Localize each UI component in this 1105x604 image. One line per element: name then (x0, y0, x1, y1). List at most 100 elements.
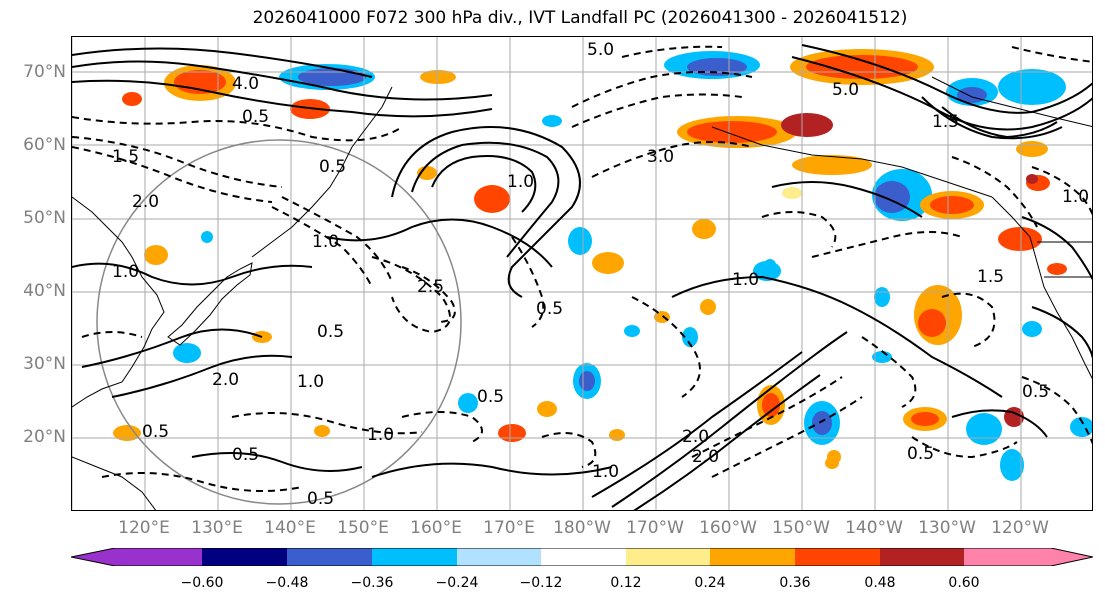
solid-contours (72, 44, 1092, 510)
colorbar (71, 548, 1093, 566)
contour-dashed (72, 116, 403, 142)
contour-solid (951, 409, 1048, 438)
contour-label: 1.0 (507, 172, 534, 192)
contour-label: 2.0 (132, 192, 159, 212)
div-shade (122, 92, 142, 106)
div-shade (420, 70, 456, 84)
coastline-asia (72, 196, 165, 408)
contour-dashed (631, 296, 701, 398)
div-shade (812, 411, 832, 435)
div-shade (609, 429, 625, 441)
lat-label-60n: 60°N (23, 135, 66, 155)
contour-labels: 5.0 4.0 0.5 1.5 2.0 1.0 0.5 1.0 0.5 1.0 … (112, 40, 1089, 509)
contour-solid (72, 262, 313, 286)
dashed-contours (72, 45, 1092, 492)
div-shade (1022, 321, 1042, 337)
div-shade (700, 299, 716, 315)
lon-label-150w: 150°W (772, 518, 830, 538)
contour-label: 1.0 (297, 372, 324, 392)
div-shade (654, 311, 670, 323)
lon-label-180w: 180°W (553, 518, 611, 538)
contour-solid (111, 354, 293, 398)
div-shade (579, 371, 595, 391)
contour-solid (591, 351, 803, 498)
div-shade (792, 155, 872, 175)
div-shade (998, 69, 1066, 105)
contour-label: 1.0 (112, 262, 139, 282)
contour-label: 0.5 (242, 107, 269, 127)
contour-solid (72, 60, 493, 101)
colorbar-tick-label: 0.36 (779, 575, 811, 591)
coastline-arctic (931, 76, 1092, 128)
contour-label: 0.5 (142, 422, 169, 442)
contour-solid (371, 462, 613, 478)
contour-dashed (511, 236, 545, 328)
contour-label: 1.0 (1062, 187, 1089, 207)
contour-solid (191, 452, 363, 472)
lon-label-140w: 140°W (845, 518, 903, 538)
contour-label: 1.5 (932, 112, 959, 132)
contour-dashed (1031, 166, 1092, 217)
contour-solid (81, 328, 263, 368)
colorbar-extend-low (71, 548, 202, 566)
contour-solid (1031, 306, 1092, 359)
div-shade (687, 121, 777, 143)
contour-label: 2.0 (692, 447, 719, 467)
div-shade (874, 181, 910, 213)
contour-dashed (761, 211, 837, 248)
div-shade (173, 343, 201, 363)
div-shade (874, 287, 890, 307)
contour-dashed (72, 136, 283, 188)
contour-dashed (941, 292, 996, 348)
contour-solid (72, 47, 373, 78)
div-shade (113, 425, 141, 441)
div-shade (998, 227, 1042, 251)
contour-dashed (401, 266, 456, 323)
div-shade (417, 166, 437, 180)
div-shade (930, 196, 974, 214)
div-shade (624, 325, 640, 337)
lon-label-140e: 140°E (264, 518, 316, 538)
contour-dashed (81, 331, 143, 338)
contour-dashed (861, 336, 917, 408)
div-shade (918, 309, 946, 337)
contour-label: 0.5 (317, 322, 344, 342)
contour-label: 0.5 (907, 444, 934, 464)
contour-dashed (541, 432, 597, 468)
div-shade (542, 115, 562, 127)
colorbar-tick-label: −0.36 (350, 575, 394, 591)
contour-dashed (711, 396, 863, 478)
contour-dashed (231, 412, 423, 435)
div-shade (314, 425, 330, 437)
div-shade (1070, 417, 1092, 437)
landfall-region-circle (96, 139, 462, 505)
div-shade (806, 55, 918, 79)
lon-label-120w: 120°W (991, 518, 1049, 538)
colorbar-extend-high (964, 548, 1093, 566)
lat-label-20n: 20°N (23, 427, 66, 447)
div-shade (592, 252, 624, 274)
div-shade (474, 185, 510, 213)
contour-solid (1021, 216, 1092, 281)
colorbar-tick-label: 0.48 (864, 575, 896, 591)
contour-label: 0.5 (232, 445, 259, 465)
colorbar-segment (372, 548, 457, 566)
div-shade (1026, 174, 1038, 184)
contour-label: 0.5 (307, 489, 334, 509)
contour-solid (671, 275, 1003, 398)
lon-label-130w: 130°W (918, 518, 976, 538)
coastline-west-america (991, 196, 1092, 380)
div-shade (782, 187, 802, 199)
map-svg: 5.0 4.0 0.5 1.5 2.0 1.0 0.5 1.0 0.5 1.0 … (72, 37, 1092, 510)
colorbar-tick-label: −0.60 (180, 575, 224, 591)
div-shade (458, 393, 478, 413)
contour-label: 1.5 (112, 147, 139, 167)
colorbar-segment (202, 548, 287, 566)
contour-label: 0.5 (1022, 382, 1049, 402)
map-panel: 5.0 4.0 0.5 1.5 2.0 1.0 0.5 1.0 0.5 1.0 … (71, 36, 1093, 511)
lon-label-130e: 130°E (191, 518, 243, 538)
div-shade (1047, 263, 1067, 275)
contour-label: 4.0 (232, 74, 259, 94)
colorbar-tick-label: 0.24 (694, 575, 726, 591)
colorbar-segment (541, 548, 626, 566)
